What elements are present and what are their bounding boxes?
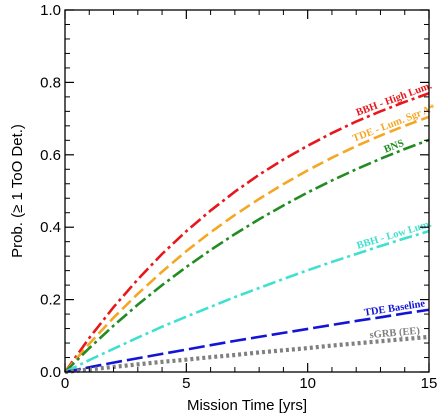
x-axis-label: Mission Time [yrs] <box>187 397 307 414</box>
x-tick-label: 10 <box>299 375 316 392</box>
axis-ticks <box>64 9 430 373</box>
series-label-3: BBH - Low Lum. <box>356 218 434 251</box>
series-line-0 <box>63 92 430 373</box>
y-tick-label: 0.0 <box>40 364 61 381</box>
x-tick-label: 15 <box>421 375 438 392</box>
series-line-1 <box>64 115 430 373</box>
plot-lines <box>63 92 430 375</box>
series-line-3 <box>64 229 430 374</box>
series-line-2 <box>64 138 430 373</box>
y-tick-label: 0.2 <box>40 292 61 309</box>
y-tick-label: 1.0 <box>40 2 61 19</box>
series-line-4 <box>64 308 430 374</box>
plot-frame <box>64 9 430 373</box>
series-label-2: BNS <box>383 138 406 156</box>
x-tick-label: 5 <box>182 375 190 392</box>
y-tick-label: 0.4 <box>40 219 61 236</box>
series-label-4: TDE Baseline <box>363 298 426 318</box>
x-tick-label: 0 <box>61 375 69 392</box>
series-line-5 <box>64 334 430 375</box>
y-axis-label: Prob. (≥ 1 ToO Det.) <box>9 124 26 258</box>
y-tick-label: 0.8 <box>40 74 61 91</box>
y-tick-label: 0.6 <box>40 147 61 164</box>
tick-labels: 0 5 10 15 0.0 0.2 0.4 0.6 0.8 1.0 <box>40 2 437 392</box>
series-label-5: sGRB (EE) <box>369 326 421 341</box>
